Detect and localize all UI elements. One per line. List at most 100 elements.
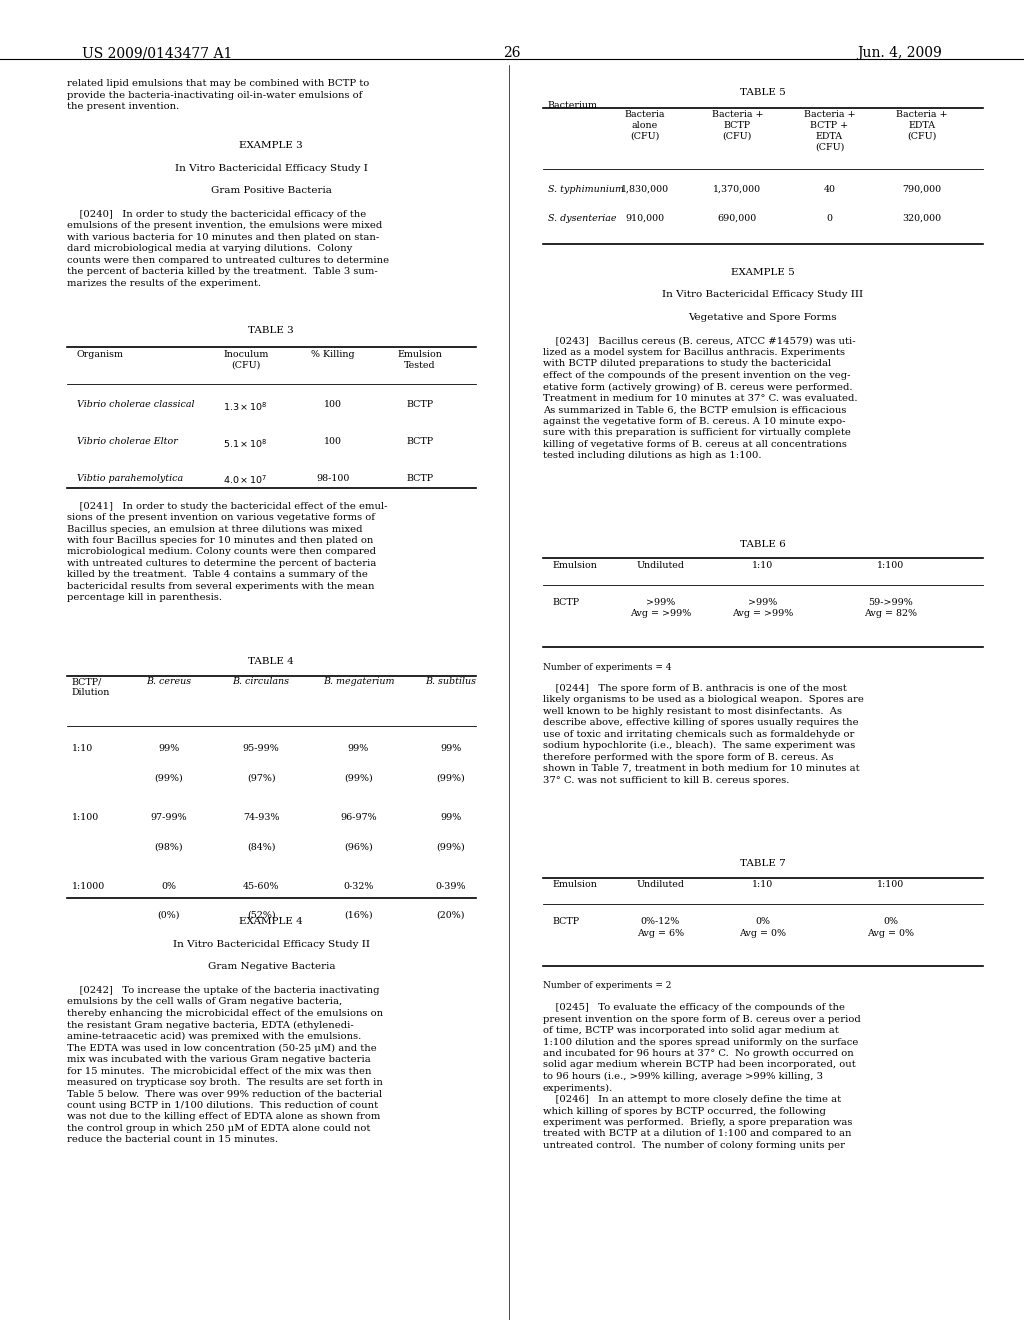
Text: 40: 40	[823, 185, 836, 194]
Text: >99%
Avg = >99%: >99% Avg = >99%	[630, 598, 691, 618]
Text: [0241]   In order to study the bactericidal effect of the emul-
sions of the pre: [0241] In order to study the bactericida…	[67, 502, 387, 602]
Text: Undiluted: Undiluted	[637, 561, 684, 570]
Text: Vegetative and Spore Forms: Vegetative and Spore Forms	[688, 313, 838, 322]
Text: 99%: 99%	[440, 744, 461, 754]
Text: (16%): (16%)	[344, 911, 373, 920]
Text: Jun. 4, 2009: Jun. 4, 2009	[857, 46, 942, 61]
Text: 95-99%: 95-99%	[243, 744, 280, 754]
Text: Vibrio cholerae Eltor: Vibrio cholerae Eltor	[77, 437, 177, 446]
Text: EXAMPLE 5: EXAMPLE 5	[731, 268, 795, 277]
Text: related lipid emulsions that may be combined with BCTP to
provide the bacteria-i: related lipid emulsions that may be comb…	[67, 79, 369, 111]
Text: In Vitro Bactericidal Efficacy Study II: In Vitro Bactericidal Efficacy Study II	[173, 940, 370, 949]
Text: $4.0 \times 10^7$: $4.0 \times 10^7$	[223, 474, 268, 487]
Text: Gram Negative Bacteria: Gram Negative Bacteria	[208, 962, 335, 972]
Text: 1,830,000: 1,830,000	[622, 185, 669, 194]
Text: (99%): (99%)	[436, 774, 465, 783]
Text: Gram Positive Bacteria: Gram Positive Bacteria	[211, 186, 332, 195]
Text: 0-32%: 0-32%	[343, 882, 374, 891]
Text: 690,000: 690,000	[718, 214, 757, 223]
Text: BCTP: BCTP	[553, 598, 580, 607]
Text: B. circulans: B. circulans	[232, 677, 290, 686]
Text: Bacterium: Bacterium	[548, 100, 598, 110]
Text: Undiluted: Undiluted	[637, 880, 684, 890]
Text: Emulsion: Emulsion	[553, 561, 598, 570]
Text: $5.1 \times 10^8$: $5.1 \times 10^8$	[223, 437, 268, 450]
Text: Vibrio cholerae classical: Vibrio cholerae classical	[77, 400, 195, 409]
Text: Bacteria +
EDTA
(CFU): Bacteria + EDTA (CFU)	[896, 110, 947, 141]
Text: $1.3 \times 10^8$: $1.3 \times 10^8$	[223, 400, 268, 413]
Text: % Killing: % Killing	[311, 350, 354, 359]
Text: [0244]   The spore form of B. anthracis is one of the most
likely organisms to b: [0244] The spore form of B. anthracis is…	[543, 684, 863, 784]
Text: S. dysenteriae: S. dysenteriae	[548, 214, 616, 223]
Text: Bacteria +
BCTP +
EDTA
(CFU): Bacteria + BCTP + EDTA (CFU)	[804, 110, 855, 152]
Text: (0%): (0%)	[158, 911, 180, 920]
Text: TABLE 7: TABLE 7	[740, 859, 785, 869]
Text: Vibtio parahemolytica: Vibtio parahemolytica	[77, 474, 183, 483]
Text: 99%: 99%	[440, 813, 461, 822]
Text: 0%
Avg = 0%: 0% Avg = 0%	[739, 917, 786, 937]
Text: 790,000: 790,000	[902, 185, 941, 194]
Text: [0240]   In order to study the bactericidal efficacy of the
emulsions of the pre: [0240] In order to study the bactericida…	[67, 210, 389, 288]
Text: (84%): (84%)	[247, 842, 275, 851]
Text: (99%): (99%)	[155, 774, 183, 783]
Text: 99%: 99%	[348, 744, 369, 754]
Text: B. subtilus: B. subtilus	[425, 677, 476, 686]
Text: 1:10: 1:10	[72, 744, 93, 754]
Text: Emulsion
Tested: Emulsion Tested	[397, 350, 442, 370]
Text: BCTP: BCTP	[407, 437, 433, 446]
Text: TABLE 5: TABLE 5	[740, 88, 785, 98]
Text: 96-97%: 96-97%	[340, 813, 377, 822]
Text: 100: 100	[324, 437, 342, 446]
Text: 1:100: 1:100	[878, 561, 904, 570]
Text: BCTP: BCTP	[407, 474, 433, 483]
Text: [0243]   Bacillus cereus (B. cereus, ATCC #14579) was uti-
lized as a model syst: [0243] Bacillus cereus (B. cereus, ATCC …	[543, 337, 857, 461]
Text: 74-93%: 74-93%	[243, 813, 280, 822]
Text: BCTP: BCTP	[407, 400, 433, 409]
Text: Number of experiments = 2: Number of experiments = 2	[543, 981, 671, 990]
Text: S. typhimunium: S. typhimunium	[548, 185, 624, 194]
Text: EXAMPLE 4: EXAMPLE 4	[240, 917, 303, 927]
Text: EXAMPLE 3: EXAMPLE 3	[240, 141, 303, 150]
Text: BCTP: BCTP	[553, 917, 580, 927]
Text: 45-60%: 45-60%	[243, 882, 280, 891]
Text: 1:1000: 1:1000	[72, 882, 104, 891]
Text: In Vitro Bactericidal Efficacy Study I: In Vitro Bactericidal Efficacy Study I	[175, 164, 368, 173]
Text: >99%
Avg = >99%: >99% Avg = >99%	[732, 598, 794, 618]
Text: Bacteria +
BCTP
(CFU): Bacteria + BCTP (CFU)	[712, 110, 763, 141]
Text: (96%): (96%)	[344, 842, 373, 851]
Text: 97-99%: 97-99%	[151, 813, 187, 822]
Text: (99%): (99%)	[344, 774, 373, 783]
Text: (98%): (98%)	[155, 842, 183, 851]
Text: 1,370,000: 1,370,000	[714, 185, 761, 194]
Text: 26: 26	[503, 46, 521, 61]
Text: TABLE 3: TABLE 3	[249, 326, 294, 335]
Text: Emulsion: Emulsion	[553, 880, 598, 890]
Text: TABLE 4: TABLE 4	[249, 657, 294, 667]
Text: 320,000: 320,000	[902, 214, 941, 223]
Text: Bacteria
alone
(CFU): Bacteria alone (CFU)	[625, 110, 666, 141]
Text: US 2009/0143477 A1: US 2009/0143477 A1	[82, 46, 232, 61]
Text: Organism: Organism	[77, 350, 124, 359]
Text: 98-100: 98-100	[316, 474, 349, 483]
Text: 910,000: 910,000	[626, 214, 665, 223]
Text: (97%): (97%)	[247, 774, 275, 783]
Text: [0245]   To evaluate the efficacy of the compounds of the
present invention on t: [0245] To evaluate the efficacy of the c…	[543, 1003, 860, 1150]
Text: Number of experiments = 4: Number of experiments = 4	[543, 663, 671, 672]
Text: 1:100: 1:100	[72, 813, 99, 822]
Text: TABLE 6: TABLE 6	[740, 540, 785, 549]
Text: 0-39%: 0-39%	[435, 882, 466, 891]
Text: 0%
Avg = 0%: 0% Avg = 0%	[867, 917, 914, 937]
Text: 1:10: 1:10	[753, 561, 773, 570]
Text: 1:100: 1:100	[878, 880, 904, 890]
Text: 59->99%
Avg = 82%: 59->99% Avg = 82%	[864, 598, 918, 618]
Text: 0: 0	[826, 214, 833, 223]
Text: (52%): (52%)	[247, 911, 275, 920]
Text: 100: 100	[324, 400, 342, 409]
Text: B. megaterium: B. megaterium	[323, 677, 394, 686]
Text: B. cereus: B. cereus	[146, 677, 191, 686]
Text: 99%: 99%	[159, 744, 179, 754]
Text: In Vitro Bactericidal Efficacy Study III: In Vitro Bactericidal Efficacy Study III	[663, 290, 863, 300]
Text: [0242]   To increase the uptake of the bacteria inactivating
emulsions by the ce: [0242] To increase the uptake of the bac…	[67, 986, 383, 1144]
Text: (99%): (99%)	[436, 842, 465, 851]
Text: Inoculum
(CFU): Inoculum (CFU)	[223, 350, 268, 370]
